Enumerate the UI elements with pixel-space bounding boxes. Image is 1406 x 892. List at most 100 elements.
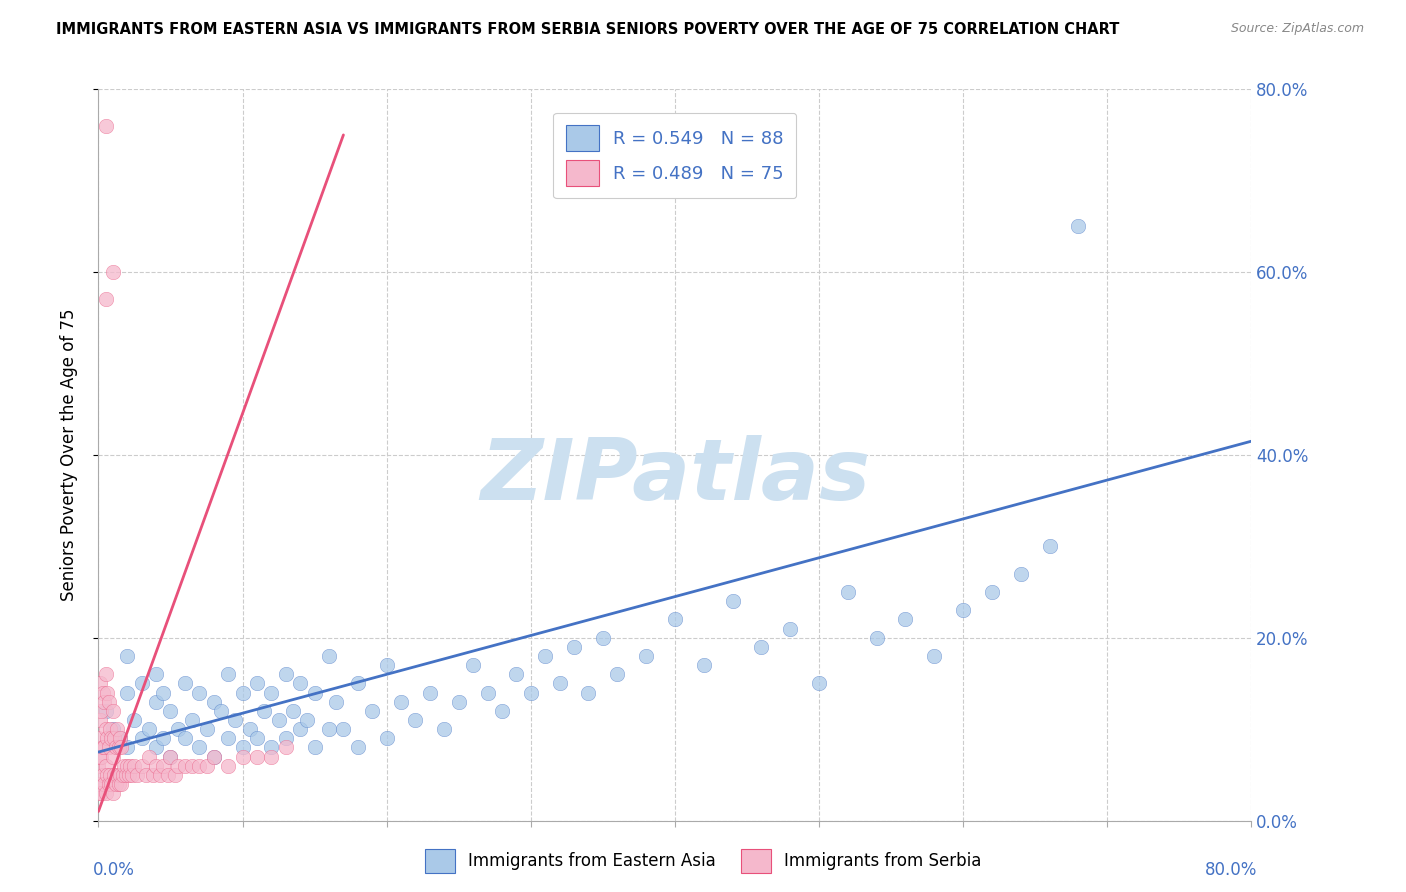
Point (433, 723, 456, 737)
Point (562, 640, 585, 654)
Point (120, 758, 142, 772)
Point (491, 704, 513, 718)
Point (332, 723, 354, 737)
Point (97, 777, 120, 791)
Point (274, 667, 297, 681)
Point (375, 658, 398, 673)
Point (114, 768, 136, 782)
Point (217, 731, 239, 746)
Point (260, 749, 283, 764)
Point (592, 631, 614, 645)
Point (578, 685, 600, 699)
Point (361, 704, 384, 718)
Point (166, 758, 188, 772)
Point (981, 585, 1004, 599)
Point (159, 749, 181, 764)
Point (866, 631, 889, 645)
Point (156, 768, 179, 782)
Point (138, 723, 160, 737)
Point (346, 676, 368, 690)
Point (174, 676, 197, 690)
Point (89, 777, 111, 791)
Point (152, 685, 174, 699)
Point (149, 768, 172, 782)
Point (96, 731, 118, 746)
Point (111, 768, 134, 782)
Point (94, 723, 117, 737)
Point (209, 704, 232, 718)
Point (103, 768, 125, 782)
Point (93, 740, 115, 755)
Point (101, 704, 124, 718)
Point (1067, 219, 1090, 234)
Point (779, 622, 801, 636)
Point (90, 749, 112, 764)
Point (89, 676, 111, 690)
Point (325, 695, 347, 709)
Point (721, 594, 744, 608)
Point (91, 685, 114, 699)
Point (94, 786, 117, 800)
Point (94, 119, 117, 133)
Point (952, 603, 974, 617)
Point (505, 667, 527, 681)
Point (195, 723, 218, 737)
Point (405, 713, 427, 727)
Point (94, 667, 117, 681)
Point (124, 713, 146, 727)
Point (419, 685, 441, 699)
Point (188, 740, 211, 755)
Point (318, 649, 340, 664)
Point (751, 640, 773, 654)
Point (477, 685, 499, 699)
Point (138, 749, 160, 764)
Point (534, 649, 557, 664)
Point (447, 695, 470, 709)
Point (693, 658, 716, 673)
Point (135, 768, 157, 782)
Point (195, 758, 218, 772)
Point (231, 685, 254, 699)
Point (94, 758, 117, 772)
Point (174, 731, 197, 746)
Point (837, 585, 859, 599)
Point (105, 723, 128, 737)
Point (98, 768, 121, 782)
Point (142, 768, 165, 782)
Point (217, 758, 239, 772)
Point (290, 723, 312, 737)
Point (117, 740, 139, 755)
Point (117, 758, 139, 772)
Point (93, 777, 115, 791)
Point (159, 704, 181, 718)
Point (87, 758, 110, 772)
Point (131, 676, 153, 690)
Point (117, 649, 139, 664)
Point (253, 704, 276, 718)
Legend: Immigrants from Eastern Asia, Immigrants from Serbia: Immigrants from Eastern Asia, Immigrants… (418, 842, 988, 880)
Point (163, 768, 186, 782)
Point (101, 749, 124, 764)
Point (318, 723, 340, 737)
Text: ZIPatlas: ZIPatlas (479, 435, 870, 518)
Point (246, 749, 269, 764)
Point (606, 667, 628, 681)
Point (118, 768, 141, 782)
Point (90, 786, 112, 800)
Point (131, 731, 153, 746)
Text: 80.0%: 80.0% (1205, 861, 1257, 879)
Point (231, 740, 254, 755)
Point (145, 740, 167, 755)
Point (894, 613, 917, 627)
Point (108, 731, 131, 746)
Point (202, 749, 225, 764)
Point (100, 777, 122, 791)
Point (375, 731, 398, 746)
Point (1038, 539, 1062, 553)
Point (97, 695, 120, 709)
Point (246, 731, 269, 746)
Point (112, 758, 135, 772)
Point (224, 713, 246, 727)
Point (239, 723, 262, 737)
Point (152, 731, 174, 746)
